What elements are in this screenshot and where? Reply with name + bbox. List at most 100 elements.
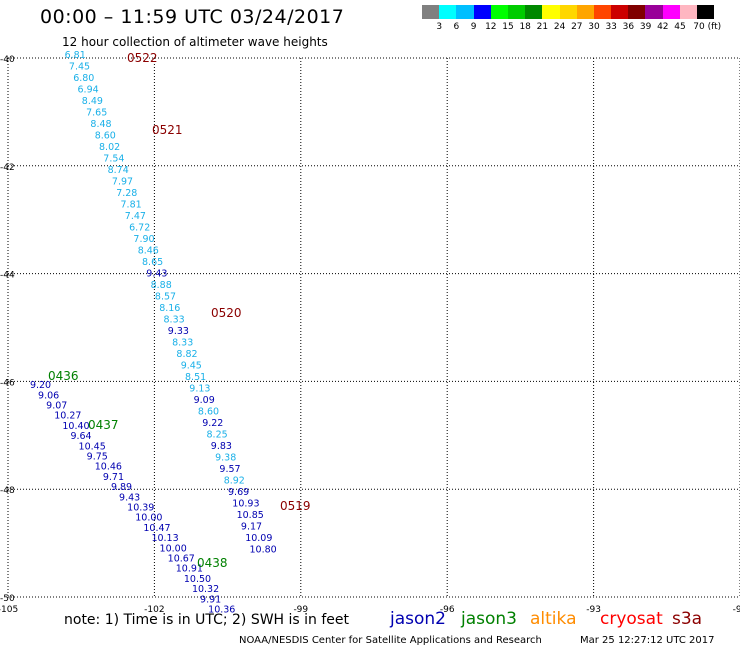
swh-value: 9.91 [200, 594, 221, 605]
legend-swatch [542, 5, 560, 19]
swh-value: 8.33 [172, 338, 193, 349]
legend-swatch [456, 5, 474, 19]
legend-swatch [697, 5, 715, 19]
swh-value: 9.38 [215, 453, 236, 464]
swh-value: 8.92 [224, 476, 245, 487]
swh-value: 9.33 [168, 326, 189, 337]
legend-label: 42 [657, 22, 669, 32]
swh-value: 10.09 [245, 533, 272, 544]
legend-swatch [439, 5, 457, 19]
legend-jason2: jason2 [390, 609, 446, 629]
lon-tick-label: -102 [144, 605, 164, 615]
color-scale-labels: 3 6 9 12 15 18 21 24 27 30 33 36 39 42 45 70 (ft) [422, 22, 740, 34]
swh-value: 10.45 [79, 441, 106, 452]
legend-label: 27 [571, 22, 583, 32]
swh-value: 8.51 [185, 372, 206, 383]
swh-value: 7.90 [133, 234, 154, 245]
legend-label: 21 [536, 22, 549, 32]
swh-value: 8.16 [159, 303, 180, 314]
legend-label: 30 [588, 22, 600, 32]
swh-value: 9.57 [219, 464, 240, 475]
swh-value: 9.06 [38, 390, 59, 401]
swh-value: 8.60 [95, 131, 116, 142]
swh-value: 10.13 [151, 533, 178, 544]
swh-value: 7.45 [69, 62, 90, 73]
swh-value: 7.97 [112, 177, 133, 188]
swh-value: 7.65 [86, 108, 107, 119]
swh-value: 6.80 [73, 73, 94, 84]
legend-swatch [593, 5, 612, 19]
track-id-label: 0436 [48, 369, 79, 383]
swh-value: 8.49 [82, 96, 103, 107]
swh-value: 9.13 [189, 384, 210, 395]
swh-value: 10.32 [192, 584, 219, 595]
lat-tick-label: -50 [0, 594, 15, 604]
units-note: note: 1) Time is in UTC; 2) SWH is in fe… [64, 612, 350, 628]
legend-altika: altika [530, 609, 577, 629]
swh-value: 6.94 [78, 85, 99, 96]
swh-value: 9.43 [146, 269, 167, 280]
swh-value: 10.40 [62, 421, 89, 432]
legend-swatch [507, 5, 526, 19]
swh-value: 10.80 [250, 545, 277, 556]
swh-value: 10.39 [127, 502, 154, 513]
track-id-label: 0522 [127, 51, 158, 65]
swh-value: 8.74 [108, 165, 129, 176]
legend-swatch [525, 5, 543, 19]
map-subtitle: 12 hour collection of altimeter wave hei… [62, 35, 328, 49]
swh-value: 9.20 [30, 380, 51, 391]
track-id-label: 0438 [197, 556, 228, 570]
map-title: 00:00 – 11:59 UTC 03/24/2017 [40, 6, 345, 28]
swh-value: 9.22 [202, 418, 223, 429]
lon-tick-label: -93 [586, 605, 601, 615]
lat-tick-label: -46 [0, 378, 15, 388]
swh-value: 7.28 [116, 188, 137, 199]
legend-label: 18 [519, 22, 531, 32]
swh-value: 9.69 [228, 487, 249, 498]
legend-jason3: jason3 [461, 609, 517, 629]
legend-s3a: s3a [672, 609, 703, 629]
legend-swatch [645, 5, 663, 19]
lat-tick-label: -48 [0, 486, 15, 496]
swh-value: 10.67 [168, 553, 195, 564]
legend-label: 3 [436, 22, 443, 32]
swh-value: 9.45 [181, 361, 202, 372]
swh-value: 10.93 [232, 499, 259, 510]
legend-label: 70 (ft) [693, 22, 722, 32]
swh-value: 8.46 [138, 246, 159, 257]
legend-swatch [576, 5, 594, 19]
swh-value: 7.81 [121, 200, 142, 211]
swh-value: 10.91 [176, 564, 203, 575]
swh-value: 10.85 [237, 510, 264, 521]
swh-value: 8.60 [198, 407, 219, 418]
swh-value: 10.46 [95, 462, 122, 473]
lat-tick-label: -42 [0, 163, 15, 173]
legend-swatch [490, 5, 508, 19]
legend-label: 33 [605, 22, 617, 32]
swh-value: 8.48 [90, 119, 111, 130]
legend-swatch [679, 5, 697, 19]
legend-label: 24 [553, 22, 566, 32]
generated-timestamp: Mar 25 12:27:12 UTC 2017 [580, 635, 715, 646]
swh-value: 10.36 [208, 604, 235, 615]
legend-label: 39 [639, 22, 652, 32]
swh-value: 9.75 [87, 451, 108, 462]
track-id-label: 0437 [88, 418, 119, 432]
swh-value: 7.54 [103, 154, 124, 165]
legend-swatch [628, 5, 646, 19]
lon-tick-label: -90 [733, 605, 740, 615]
swh-value: 7.47 [125, 211, 146, 222]
lat-tick-label: -44 [0, 271, 15, 281]
legend-label: 9 [470, 22, 477, 32]
swh-value: 8.88 [151, 280, 172, 291]
swh-value: 6.81 [65, 50, 86, 61]
track-id-label: 0519 [280, 499, 311, 513]
legend-label: 15 [502, 22, 514, 32]
swh-value: 8.02 [99, 142, 120, 153]
lon-tick-label: -99 [293, 605, 308, 615]
swh-value: 9.64 [70, 431, 91, 442]
color-scale-legend [422, 5, 715, 19]
swh-value: 8.33 [164, 315, 185, 326]
swh-value: 10.47 [143, 523, 170, 534]
legend-swatch [611, 5, 629, 19]
